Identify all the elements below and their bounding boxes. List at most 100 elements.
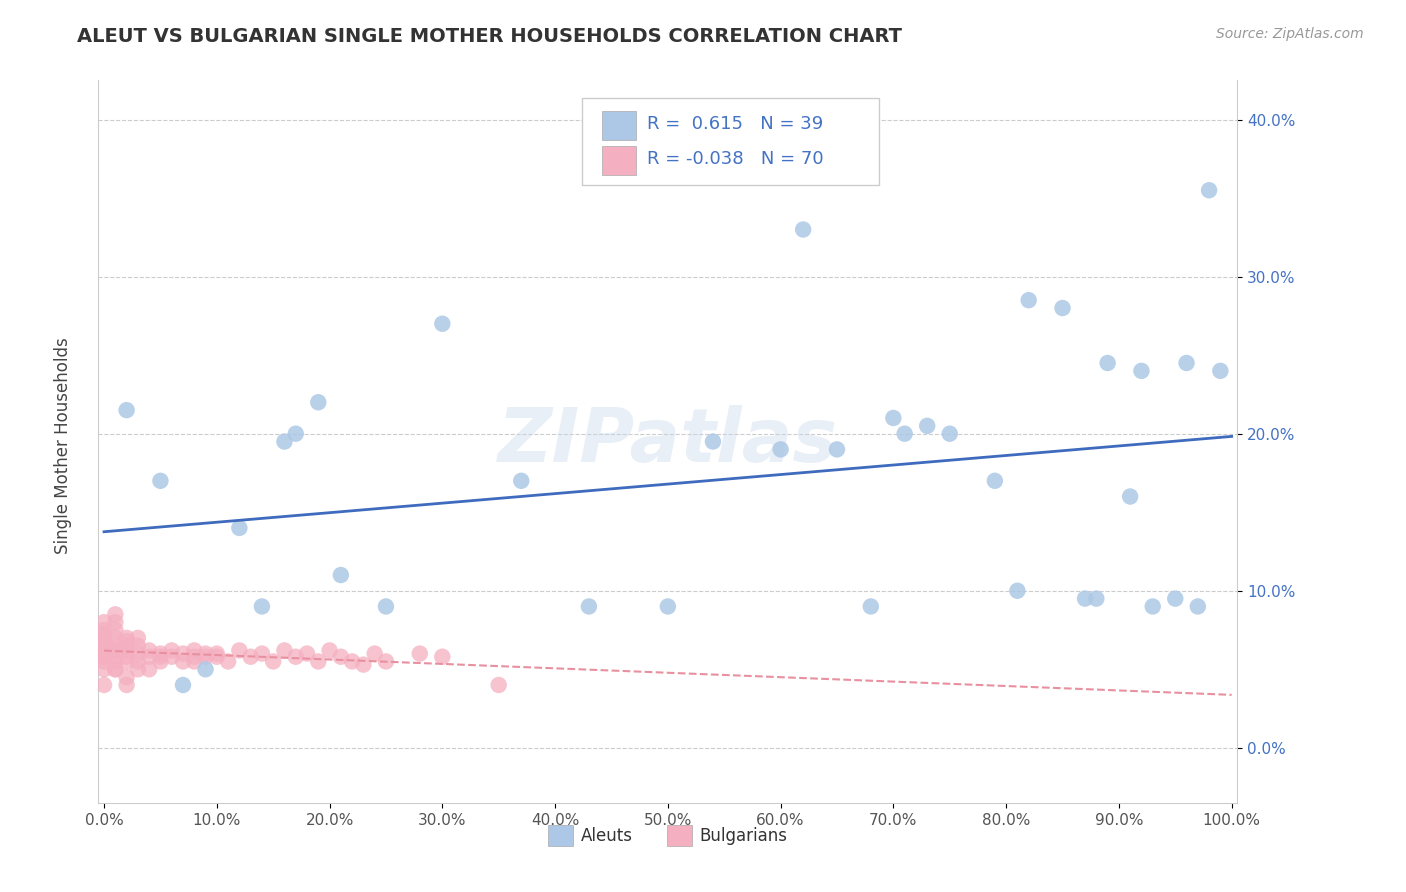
Point (149, 647, 172, 661)
Point (104, 615, 127, 630)
Point (792, 222, 814, 236)
Point (115, 655, 138, 669)
Point (127, 631, 149, 645)
Point (1175, 356, 1198, 370)
Point (488, 678, 510, 692)
Point (115, 403, 138, 417)
Point (115, 670, 138, 684)
Point (104, 631, 127, 645)
Text: R = -0.038   N = 70: R = -0.038 N = 70 (647, 150, 824, 169)
Point (352, 657, 374, 672)
Point (127, 639, 149, 653)
Point (205, 649, 228, 664)
Point (149, 655, 172, 669)
Point (1187, 599, 1209, 614)
Point (93, 615, 115, 630)
Point (93, 649, 115, 664)
Point (194, 647, 217, 661)
Point (115, 639, 138, 653)
Point (228, 521, 250, 535)
Point (138, 643, 160, 657)
Point (138, 662, 160, 676)
Point (409, 647, 432, 661)
Point (893, 426, 915, 441)
Bar (602, 146, 636, 175)
Point (273, 434, 295, 449)
Point (1007, 583, 1029, 598)
Point (93, 647, 115, 661)
Text: R =  0.615   N = 39: R = 0.615 N = 39 (647, 115, 824, 133)
Text: ALEUT VS BULGARIAN SINGLE MOTHER HOUSEHOLDS CORRELATION CHART: ALEUT VS BULGARIAN SINGLE MOTHER HOUSEHO… (77, 27, 903, 45)
Point (138, 649, 160, 664)
Point (183, 643, 205, 657)
Point (183, 655, 205, 669)
Point (657, 599, 679, 614)
Text: Source: ZipAtlas.com: Source: ZipAtlas.com (1216, 27, 1364, 41)
Point (825, 442, 848, 457)
Point (250, 599, 273, 614)
Point (115, 649, 138, 664)
Point (250, 647, 273, 661)
Point (702, 434, 724, 449)
Point (205, 647, 228, 661)
Point (93, 655, 115, 669)
Point (432, 649, 454, 664)
Point (104, 662, 127, 676)
Point (172, 655, 194, 669)
Point (915, 418, 938, 433)
Point (104, 655, 127, 669)
Point (160, 643, 183, 657)
Point (93, 678, 115, 692)
Point (284, 649, 307, 664)
Point (104, 623, 127, 637)
Point (1130, 364, 1153, 378)
Point (172, 678, 194, 692)
Text: Single Mother Households: Single Mother Households (55, 338, 72, 554)
Point (938, 426, 960, 441)
Point (127, 655, 149, 669)
Point (93, 643, 115, 657)
Point (295, 647, 318, 661)
Point (375, 655, 398, 669)
Point (115, 634, 138, 648)
Point (273, 643, 295, 657)
Point (115, 643, 138, 657)
Point (149, 474, 172, 488)
Point (262, 655, 284, 669)
Point (1119, 490, 1142, 504)
Point (183, 649, 205, 664)
Point (104, 647, 127, 661)
Point (104, 607, 127, 622)
Point (375, 599, 398, 614)
Point (93, 628, 115, 642)
Point (93, 639, 115, 653)
Point (217, 655, 239, 669)
Point (172, 647, 194, 661)
Point (284, 426, 307, 441)
Point (93, 634, 115, 648)
Point (1198, 183, 1220, 197)
Point (432, 317, 454, 331)
Point (307, 655, 329, 669)
Point (307, 395, 329, 409)
Point (363, 647, 385, 661)
Point (104, 639, 127, 653)
Point (194, 649, 217, 664)
Bar (602, 112, 636, 140)
Point (340, 655, 363, 669)
Point (984, 474, 1007, 488)
Point (239, 649, 262, 664)
Point (115, 631, 138, 645)
Point (578, 599, 600, 614)
Point (149, 649, 172, 664)
Legend: Aleuts, Bulgarians: Aleuts, Bulgarians (541, 819, 794, 852)
Point (1209, 364, 1232, 378)
Point (160, 649, 183, 664)
Point (318, 643, 340, 657)
Point (882, 411, 904, 425)
Point (1164, 591, 1187, 606)
Point (1142, 599, 1164, 614)
Point (1085, 591, 1108, 606)
Point (859, 599, 882, 614)
Point (127, 662, 149, 676)
